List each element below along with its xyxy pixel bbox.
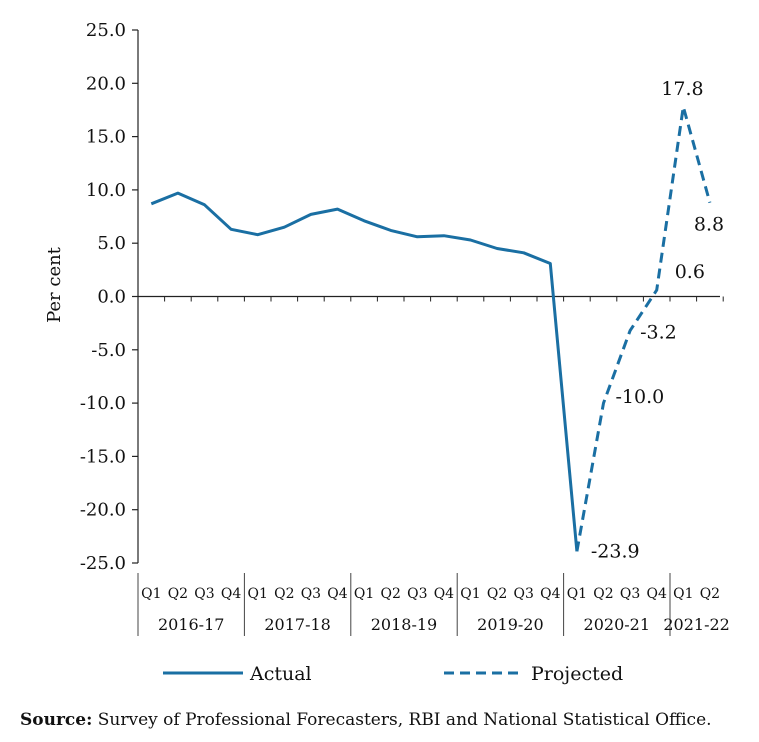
series-layer [150,105,712,552]
quarter-label: Q2 [487,586,507,602]
data-label: -10.0 [616,386,665,408]
y-tick-label: 10.0 [86,180,126,201]
data-label: 17.8 [661,78,703,100]
data-label: -3.2 [640,322,677,344]
source-text: Survey of Professional Forecasters, RBI … [92,710,712,730]
quarter-label: Q2 [381,586,401,602]
year-label: 2017-18 [264,615,330,634]
quarter-label: Q2 [593,586,613,602]
quarter-label: Q1 [141,586,161,602]
quarter-label: Q1 [673,586,693,602]
quarter-label: Q4 [221,586,241,602]
quarter-label: Q4 [540,586,560,602]
quarter-label: Q4 [327,586,347,602]
quarter-label: Q3 [514,586,534,602]
line-chart: 25.0 20.0 15.0 10.0 5.0 0.0 -5.0 -10.0 -15.0 -20.… [44,20,730,685]
data-label: -23.9 [591,540,640,562]
quarter-label: Q1 [567,586,587,602]
quarter-label: Q3 [620,586,640,602]
source-note: Source: Survey of Professional Forecaste… [20,710,712,730]
quarter-label: Q1 [354,586,374,602]
quarter-label: Q2 [700,586,720,602]
year-label: 2018-19 [371,615,437,634]
y-tick-label: -5.0 [91,340,126,361]
y-tick-label: -25.0 [80,553,126,574]
year-label: 2021-22 [663,615,729,634]
y-axis-label: Per cent [44,246,65,323]
legend-actual-label: Actual [249,663,312,685]
quarter-label: Q1 [248,586,268,602]
data-labels: -23.9 -10.0 -3.2 0.6 17.8 8.8 [591,78,724,563]
y-axis: 25.0 20.0 15.0 10.0 5.0 0.0 -5.0 -10.0 -15.0 -20.… [80,20,139,574]
source-label: Source: [20,710,93,730]
data-label: 0.6 [675,261,705,283]
quarter-label: Q4 [647,586,667,602]
legend-projected-label: Projected [531,663,623,685]
x-axis: Q1 Q2 Q3 Q4 Q1 Q2 Q3 Q4 Q1 Q2 Q3 Q4 Q1 Q2 Q3 Q4 Q1 Q2 Q3 Q4… [137,295,730,636]
y-tick-label: 5.0 [97,233,126,254]
quarter-label: Q3 [301,586,321,602]
y-tick-label: 0.0 [97,287,126,308]
year-label: 2019-20 [477,615,543,634]
quarter-label: Q1 [460,586,480,602]
y-tick-label: -10.0 [80,393,126,414]
year-label: 2020-21 [584,615,650,634]
quarter-label: Q2 [274,586,294,602]
data-label: 8.8 [694,214,724,236]
y-tick-label: 15.0 [86,127,126,148]
y-tick-label: -20.0 [80,500,126,521]
y-tick-label: -15.0 [80,446,126,467]
series-actual-line [150,191,579,552]
y-tick-label: 20.0 [86,73,126,94]
quarter-label: Q4 [434,586,454,602]
y-tick-label: 25.0 [86,20,126,41]
quarter-label: Q2 [168,586,188,602]
legend: Actual Projected [163,663,623,685]
quarter-label: Q3 [194,586,214,602]
year-label: 2016-17 [158,615,224,634]
quarter-label: Q3 [407,586,427,602]
